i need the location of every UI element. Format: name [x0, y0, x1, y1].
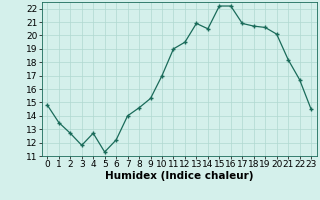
X-axis label: Humidex (Indice chaleur): Humidex (Indice chaleur) [105, 171, 253, 181]
